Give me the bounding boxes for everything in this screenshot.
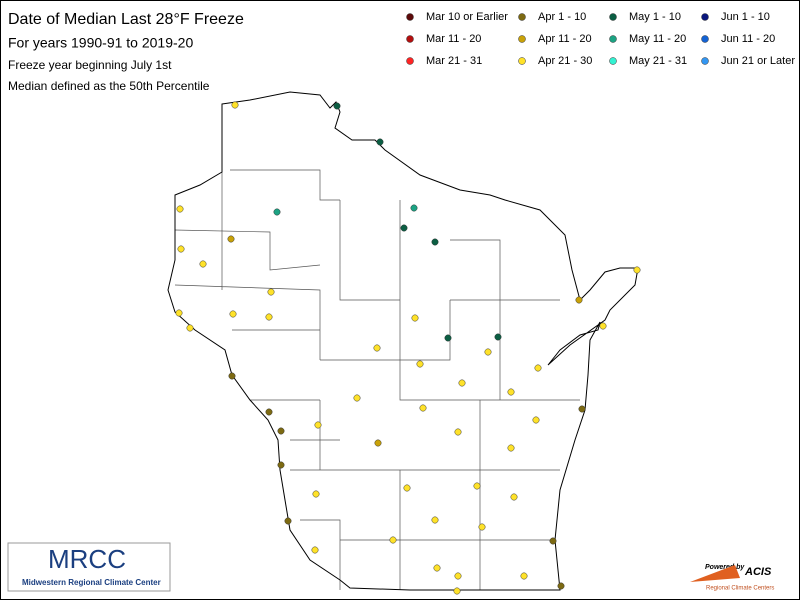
station-dot [333,102,341,110]
station-dot [314,421,322,429]
station-dot [277,461,285,469]
mrcc-name: Midwestern Regional Climate Center [22,578,161,587]
station-dot [373,344,381,352]
station-dot [410,204,418,212]
station-dot [416,360,424,368]
station-dot [478,523,486,531]
legend-label: Mar 10 or Earlier [426,11,508,23]
legend-label: Jun 1 - 10 [721,11,770,23]
legend: Mar 10 or Earlier Mar 11 - 20 Mar 21 - 31 A… [406,11,795,67]
acis-swoosh [690,565,740,582]
station-dot [578,405,586,413]
mrcc-logo [7,542,171,592]
station-dot [458,379,466,387]
station-dot [557,582,565,590]
legend-swatch [518,13,526,21]
station-dot [473,482,481,490]
station-dot [433,564,441,572]
legend-swatch [609,35,617,43]
legend-swatch [406,13,414,21]
station-dot [175,309,183,317]
legend-label: Jun 11 - 20 [721,33,775,45]
station-dot [400,224,408,232]
station-dot [199,260,207,268]
station-dot [267,288,275,296]
station-dot [231,101,239,109]
station-dot [376,138,384,146]
station-dot [419,404,427,412]
station-dot [454,572,462,580]
legend-label: May 1 - 10 [629,11,681,23]
station-dot [454,428,462,436]
legend-swatch [609,13,617,21]
legend-swatch [406,35,414,43]
station-dot [227,235,235,243]
station-dot [507,388,515,396]
station-dot [494,333,502,341]
station-dot [389,536,397,544]
note: Median defined as the 50th Percentile [8,79,210,93]
legend-swatch [609,57,617,65]
legend-label: Mar 21 - 31 [426,55,482,67]
station-dot [312,490,320,498]
station-dot [633,266,641,274]
station-dot [229,310,237,318]
legend-swatch [406,57,414,65]
station-dot [510,493,518,501]
station-dot [353,394,361,402]
station-dot [273,208,281,216]
legend-swatch [701,57,709,65]
station-dot [431,516,439,524]
station-dot [532,416,540,424]
station-dot [431,238,439,246]
mrcc-logo-text: MRCC [48,544,126,574]
station-dot [575,296,583,304]
station-dot [228,372,236,380]
station-dot [186,324,194,332]
legend-label: Apr 11 - 20 [538,33,592,45]
station-dot [374,439,382,447]
station-dot [284,517,292,525]
legend-label: Jun 21 or Later [721,55,795,67]
title: Date of Median Last 28°F Freeze [8,11,244,28]
station-dot [311,546,319,554]
station-dot [265,313,273,321]
station-dot [507,444,515,452]
acis-sub: Regional Climate Centers [706,586,774,592]
station-dot [520,572,528,580]
station-dot [411,314,419,322]
station-dot [277,427,285,435]
legend-label: Apr 1 - 10 [538,11,586,23]
legend-swatch [518,35,526,43]
station-dot [444,334,452,342]
note: Freeze year beginning July 1st [8,58,172,72]
state-outline [167,91,639,591]
legend-label: May 21 - 31 [629,55,687,67]
stations [175,101,641,595]
legend-swatch [701,35,709,43]
legend-swatch [701,13,709,21]
legend-label: Mar 11 - 20 [426,33,481,45]
station-dot [176,205,184,213]
legend-label: May 11 - 20 [629,33,686,45]
station-dot [403,484,411,492]
station-dot [534,364,542,372]
station-dot [177,245,185,253]
station-dot [265,408,273,416]
station-dot [484,348,492,356]
legend-swatch [518,57,526,65]
station-dot [599,322,607,330]
county-lines [174,169,580,590]
acis-logo-text: ACIS [744,566,772,578]
acis-powered: Powered by [705,564,745,571]
legend-label: Apr 21 - 30 [538,55,592,67]
subtitle: For years 1990-91 to 2019-20 [8,35,193,51]
station-dot [549,537,557,545]
station-dot [453,587,461,595]
